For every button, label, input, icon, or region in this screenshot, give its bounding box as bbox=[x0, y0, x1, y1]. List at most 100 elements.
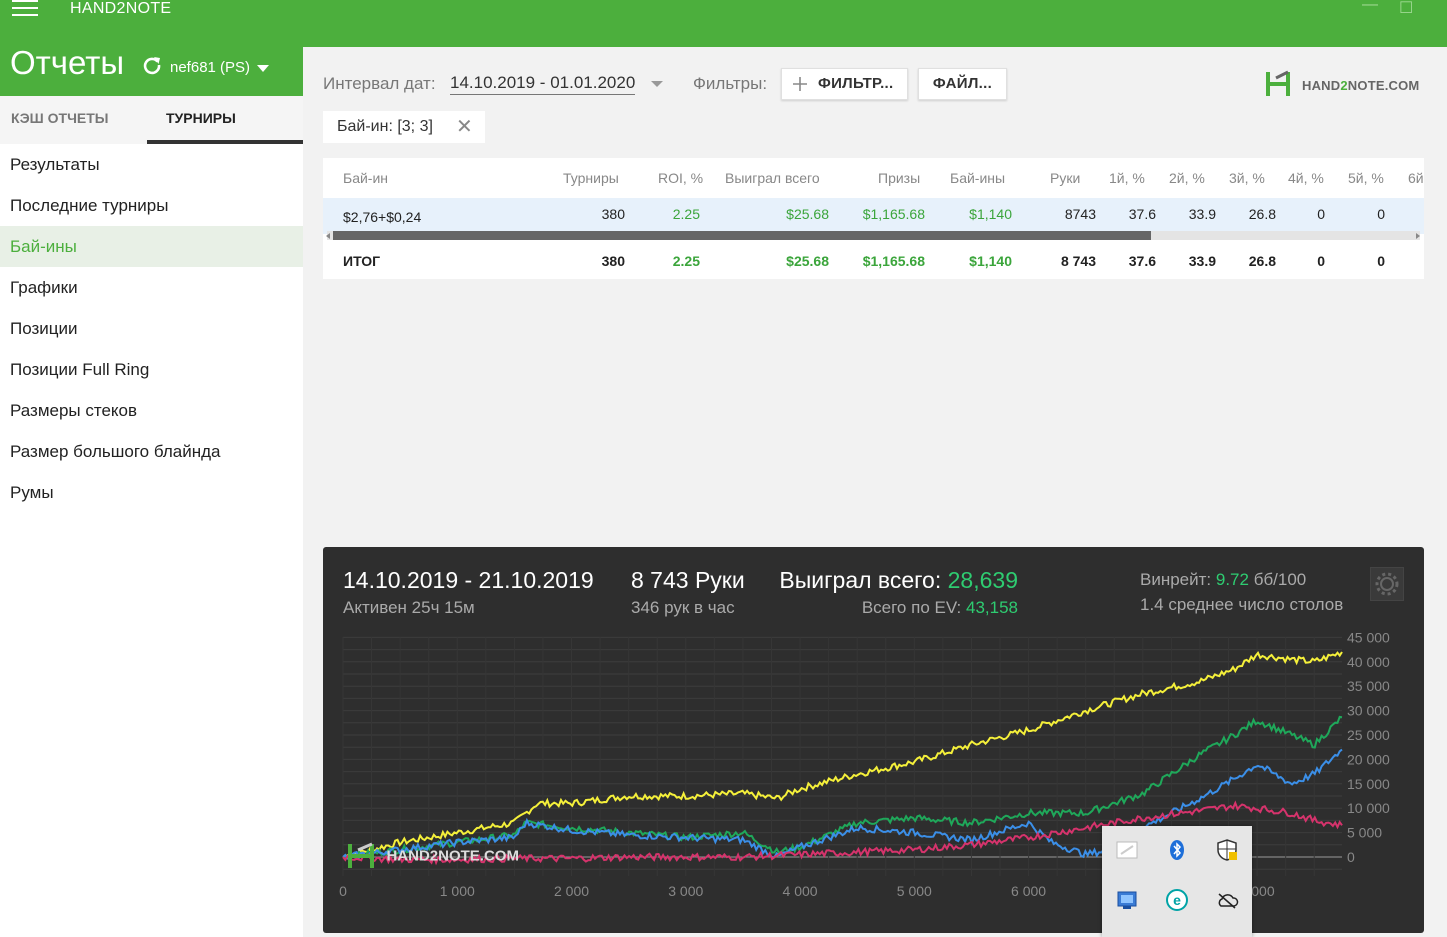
column-header-tournaments[interactable]: Турниры bbox=[563, 170, 619, 186]
buyins-table: Бай-ин Турниры ROI, % Выиграл всего Приз… bbox=[323, 158, 1424, 279]
graph-hands: 8 743 Руки bbox=[631, 567, 745, 593]
x-tick-label: 6 000 bbox=[1011, 883, 1046, 899]
column-header-prizes[interactable]: Призы bbox=[878, 170, 921, 186]
add-filter-label: ФИЛЬТР... bbox=[818, 75, 894, 92]
account-selector[interactable]: nef681 (PS) bbox=[170, 59, 251, 76]
sidebar-item-results[interactable]: Результаты bbox=[10, 155, 100, 174]
scrollbar-thumb[interactable] bbox=[333, 231, 1151, 240]
cell-won-total: $25.68 bbox=[786, 206, 829, 222]
column-header-2nd[interactable]: 2й, % bbox=[1169, 170, 1205, 186]
scanner-icon[interactable] bbox=[1115, 838, 1139, 862]
sidebar-item-positions-full-ring[interactable]: Позиции Full Ring bbox=[10, 360, 150, 379]
graph-won-total: Выиграл всего: 28,639 bbox=[779, 567, 1018, 594]
date-interval-select[interactable]: 14.10.2019 - 01.01.2020 bbox=[450, 73, 636, 95]
file-button[interactable]: ФАЙЛ... bbox=[918, 68, 1007, 100]
cell-3rd: 26.8 bbox=[1248, 206, 1276, 222]
defender-icon[interactable] bbox=[1215, 838, 1239, 862]
graph-winrate: Винрейт: 9.72 бб/100 bbox=[1140, 570, 1306, 590]
minimize-button[interactable]: — bbox=[1362, 0, 1378, 13]
column-header-buyin[interactable]: Бай-ин bbox=[343, 170, 389, 186]
column-header-5th[interactable]: 5й, % bbox=[1348, 170, 1384, 186]
tab-active-indicator bbox=[147, 140, 303, 144]
column-header-won-total[interactable]: Выиграл всего bbox=[725, 170, 820, 186]
onedrive-icon[interactable] bbox=[1215, 888, 1239, 912]
chevron-down-icon[interactable] bbox=[257, 65, 269, 72]
tab-bar: КЭШ ОТЧЕТЫ ТУРНИРЫ bbox=[0, 96, 303, 144]
graph-avg-tables: 1.4 среднее число столов bbox=[1140, 595, 1344, 614]
chevron-down-icon[interactable] bbox=[651, 81, 663, 87]
total-3rd: 26.8 bbox=[1248, 253, 1276, 269]
total-prizes: $1,165.68 bbox=[862, 253, 925, 269]
bluetooth-icon[interactable] bbox=[1165, 838, 1189, 862]
total-5th: 0 bbox=[1377, 253, 1385, 269]
hamburger-menu-icon[interactable] bbox=[12, 0, 38, 16]
total-label: ИТОГ bbox=[343, 253, 381, 269]
eset-icon[interactable]: e bbox=[1165, 888, 1189, 912]
network-adapter-icon[interactable] bbox=[1115, 888, 1139, 912]
series-line bbox=[342, 715, 1343, 861]
y-tick-label: 10 000 bbox=[1347, 800, 1390, 816]
sidebar-item-recent-tournaments[interactable]: Последние турниры bbox=[10, 196, 169, 215]
gear-icon bbox=[1375, 572, 1399, 596]
cell-5th: 0 bbox=[1377, 206, 1385, 222]
svg-text:e: e bbox=[1173, 892, 1181, 908]
filters-label: Фильтры: bbox=[693, 74, 768, 93]
close-icon[interactable]: ✕ bbox=[456, 116, 473, 138]
cell-buyin: $2,76+$0,24 bbox=[343, 209, 422, 225]
y-tick-label: 0 bbox=[1347, 849, 1355, 865]
y-tick-label: 25 000 bbox=[1347, 727, 1390, 743]
hand2note-logo-icon bbox=[1266, 70, 1290, 96]
total-won-total: $25.68 bbox=[786, 253, 829, 269]
ev-value: 43,158 bbox=[966, 598, 1018, 617]
sidebar-item-stack-sizes[interactable]: Размеры стеков bbox=[10, 401, 138, 420]
sidebar-item-buyins[interactable]: Бай-ины bbox=[0, 226, 303, 267]
scroll-left-icon[interactable] bbox=[326, 233, 330, 239]
y-tick-label: 30 000 bbox=[1347, 703, 1390, 719]
sidebar-item-positions[interactable]: Позиции bbox=[10, 319, 78, 338]
won-label: Выиграл всего: bbox=[779, 567, 942, 593]
graph-hands-per-hour: 346 рук в час bbox=[631, 598, 735, 617]
tab-tournaments[interactable]: ТУРНИРЫ bbox=[166, 110, 236, 126]
chart-watermark: HAND2NOTE.COM bbox=[346, 841, 519, 871]
scroll-right-icon[interactable] bbox=[1416, 233, 1420, 239]
cell-4th: 0 bbox=[1317, 206, 1325, 222]
x-tick-label: 5 000 bbox=[897, 883, 932, 899]
system-tray-popup: e bbox=[1102, 826, 1252, 937]
cell-tournaments: 380 bbox=[601, 206, 625, 222]
cell-buyins: $1,140 bbox=[969, 206, 1012, 222]
column-header-hands[interactable]: Руки bbox=[1050, 170, 1081, 186]
column-header-roi[interactable]: ROI, % bbox=[658, 170, 704, 186]
column-header-1st[interactable]: 1й, % bbox=[1109, 170, 1145, 186]
column-header-6th[interactable]: 6й bbox=[1408, 170, 1424, 186]
cell-roi: 2.25 bbox=[672, 206, 700, 222]
chart-series bbox=[342, 651, 1343, 866]
winrate-label: Винрейт: bbox=[1140, 570, 1212, 589]
add-filter-button[interactable]: ФИЛЬТР... bbox=[781, 68, 908, 100]
column-header-3rd[interactable]: 3й, % bbox=[1229, 170, 1265, 186]
app-title: HAND2NOTE bbox=[70, 0, 172, 17]
tab-cash-reports[interactable]: КЭШ ОТЧЕТЫ bbox=[11, 110, 109, 126]
total-hands: 8 743 bbox=[1060, 253, 1096, 269]
graph-settings-button[interactable] bbox=[1370, 567, 1404, 601]
plus-icon bbox=[793, 77, 807, 91]
winrate-value: 9.72 bbox=[1215, 570, 1249, 589]
date-interval-label: Интервал дат: bbox=[323, 74, 436, 93]
table-row[interactable] bbox=[323, 198, 1424, 234]
x-tick-label: 0 bbox=[339, 883, 347, 899]
refresh-icon[interactable] bbox=[142, 55, 162, 75]
column-header-buyins[interactable]: Бай-ины bbox=[950, 170, 1006, 186]
brand-text: HAND2NOTE.COM bbox=[1302, 78, 1420, 93]
column-header-4th[interactable]: 4й, % bbox=[1288, 170, 1324, 186]
sidebar-item-graphs[interactable]: Графики bbox=[10, 278, 78, 297]
maximize-button[interactable]: ☐ bbox=[1399, 0, 1414, 17]
x-tick-label: 2 000 bbox=[554, 883, 589, 899]
cell-prizes: $1,165.68 bbox=[862, 206, 925, 222]
total-tournaments: 380 bbox=[601, 253, 625, 269]
sidebar-item-big-blind-size[interactable]: Размер большого блайнда bbox=[10, 442, 221, 461]
sidebar-item-rooms[interactable]: Румы bbox=[10, 483, 54, 502]
header-band-right bbox=[303, 20, 1447, 47]
cell-hands: 8743 bbox=[1064, 206, 1096, 222]
hand2note-logo-icon bbox=[348, 842, 374, 868]
y-tick-label: 35 000 bbox=[1347, 678, 1390, 694]
series-line bbox=[342, 651, 1343, 860]
